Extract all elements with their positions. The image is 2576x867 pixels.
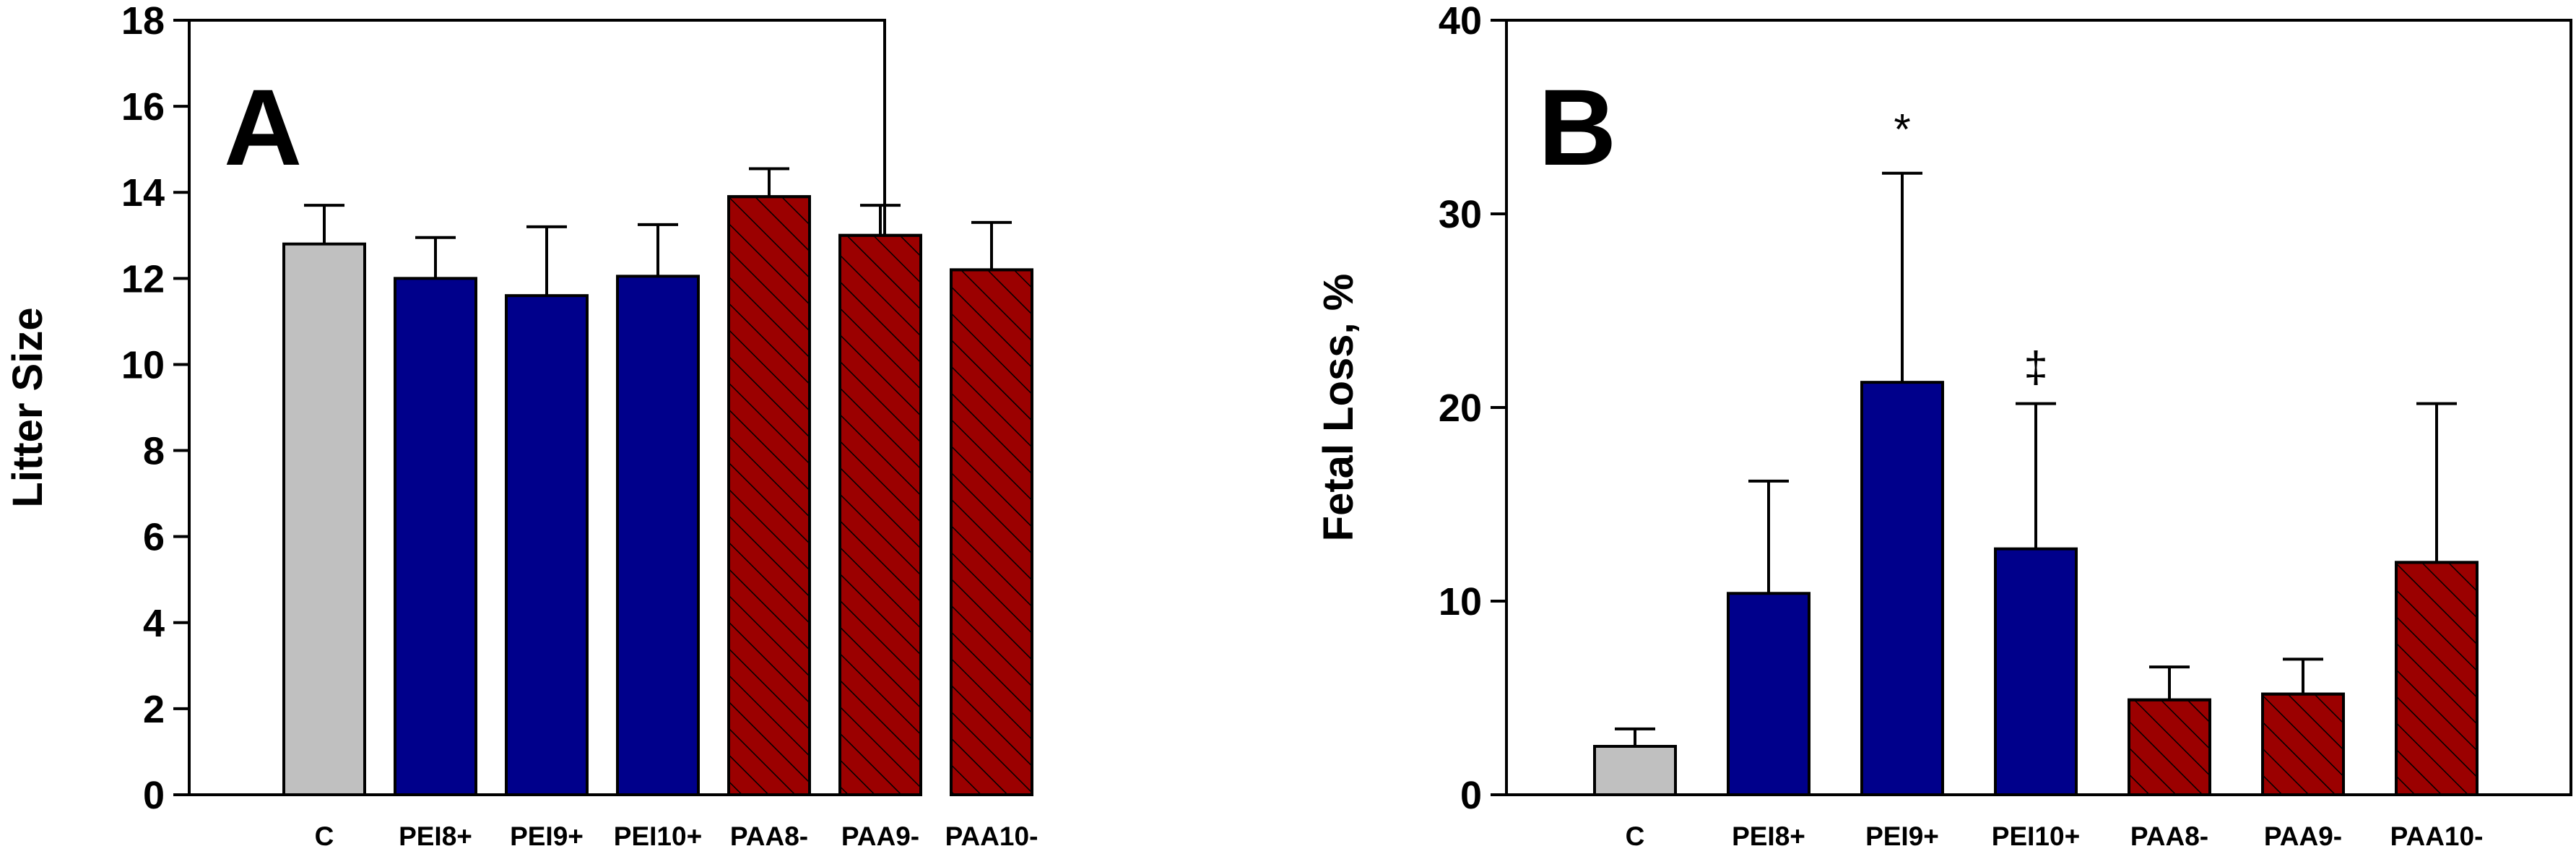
panel-a-bar-pei10 (616, 275, 700, 797)
panel-b-category-label: PEI9+ (1865, 821, 1939, 851)
panel-a-y-tick-label: 10 (121, 343, 165, 387)
panel-b-category-label: PAA8- (2130, 821, 2208, 851)
panel-a-category-label: PAA9- (841, 821, 919, 851)
panel-a-bar-pei8 (394, 277, 477, 797)
panel-b-significance-marker: * (1894, 105, 1910, 154)
panel-b-category-label: PEI8+ (1732, 821, 1805, 851)
panel-a-category-label: PEI10+ (614, 821, 702, 851)
panel-a-category-label: C (315, 821, 334, 851)
panel-b-bar-hatch (2261, 692, 2345, 797)
panel-b-y-axis-title: Fetal Loss, % (1315, 274, 1362, 542)
panel-a-bar-c (282, 242, 366, 796)
panel-a-litter-size-chart: 0 2 4 6 8 10 12 14 16 18 Litter Size A C PEI8+ PEI9+ PE… (4, 0, 1038, 851)
panel-a-bar-hatch (950, 268, 1033, 796)
panel-b-fetal-loss-chart: 0 10 20 30 40 Fetal Loss, % B C PEI8+ PEI9+ PEI10+… (1315, 0, 2572, 851)
panel-b-bar-hatch (2128, 698, 2211, 796)
panel-b-bar-pei9 (1860, 381, 1944, 796)
panel-a-y-tick-label: 8 (143, 430, 165, 473)
panel-b-bar-pei10 (1994, 547, 2078, 796)
panel-b-significance-marker: ‡ (2024, 343, 2047, 392)
panel-b-panel-letter: B (1538, 66, 1616, 188)
panel-b-bar-hatch (2395, 561, 2479, 797)
panel-b-category-label: C (1626, 821, 1645, 851)
panel-a-y-tick-label: 12 (121, 257, 165, 301)
panel-a-bar-hatch (727, 195, 811, 796)
panel-b-category-label: PAA9- (2264, 821, 2342, 851)
panel-a-panel-letter: A (224, 66, 302, 188)
panel-b-y-tick-label: 30 (1439, 193, 1482, 236)
panel-b-bar-c (1593, 745, 1677, 796)
panel-a-category-label: PAA10- (945, 821, 1038, 851)
panel-a-y-axis-title: Litter Size (4, 307, 51, 507)
panel-b-y-tick-label: 20 (1439, 387, 1482, 430)
panel-b-bar-pei8 (1727, 592, 1810, 797)
panel-a-y-tick-label: 16 (121, 85, 165, 129)
panel-a-y-tick-label: 6 (143, 516, 165, 559)
panel-b-category-label: PEI10+ (1992, 821, 2080, 851)
panel-b-category-label: PAA10- (2390, 821, 2484, 851)
panel-b-y-tick-label: 0 (1460, 774, 1482, 817)
panel-a-category-label: PEI9+ (510, 821, 584, 851)
panel-a-category-label: PEI8+ (399, 821, 472, 851)
panel-a-y-tick-label: 0 (143, 774, 165, 817)
panel-a-y-tick-label: 18 (121, 0, 165, 43)
panel-a-y-tick-label: 14 (121, 171, 165, 215)
panel-a-bar-hatch (838, 233, 922, 796)
panel-a-y-tick-label: 4 (143, 602, 165, 645)
panel-a-y-tick-label: 2 (143, 688, 165, 731)
panel-b-y-tick-label: 40 (1439, 0, 1482, 43)
panel-a-bar-pei9 (505, 294, 589, 796)
panel-b-y-tick-label: 10 (1439, 580, 1482, 624)
panel-a-category-label: PAA8- (730, 821, 808, 851)
